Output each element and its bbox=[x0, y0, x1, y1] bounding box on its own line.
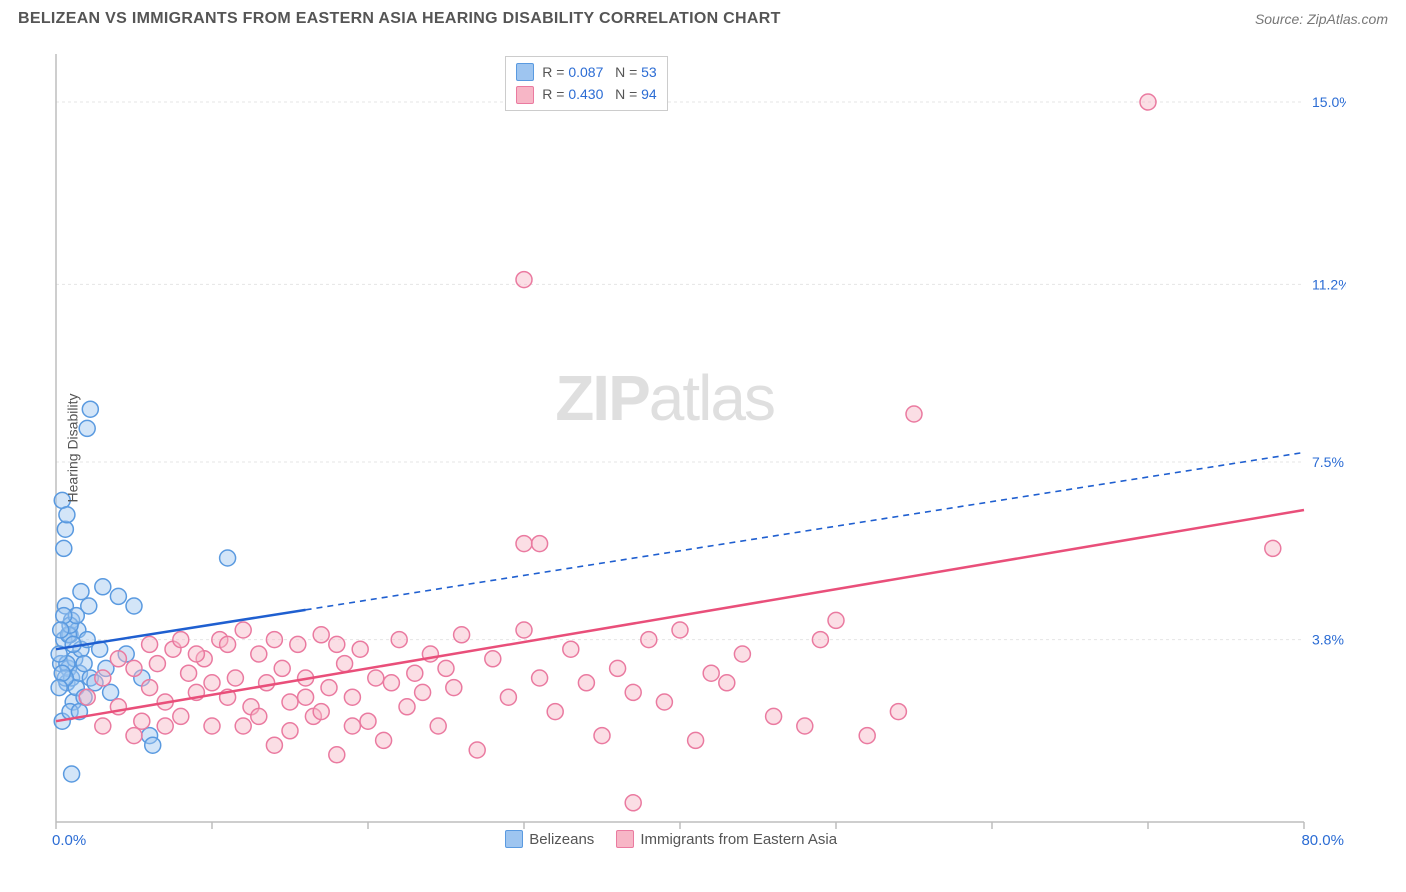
series-legend: Belizeans Immigrants from Eastern Asia bbox=[505, 830, 837, 848]
legend-swatch bbox=[516, 63, 534, 81]
svg-text:7.5%: 7.5% bbox=[1312, 454, 1344, 470]
chart-source: Source: ZipAtlas.com bbox=[1255, 11, 1388, 27]
chart-title: BELIZEAN VS IMMIGRANTS FROM EASTERN ASIA… bbox=[18, 10, 781, 28]
legend-row: R = 0.087 N = 53 bbox=[516, 61, 656, 83]
legend-item: Immigrants from Eastern Asia bbox=[616, 830, 837, 848]
svg-text:11.2%: 11.2% bbox=[1312, 276, 1346, 292]
legend-item: Belizeans bbox=[505, 830, 594, 848]
legend-swatch bbox=[516, 86, 534, 104]
chart-area: Hearing Disability 3.8%7.5%11.2%15.0% ZI… bbox=[50, 46, 1346, 850]
legend-stats: R = 0.087 N = 53 bbox=[542, 61, 656, 83]
x-axis-max-label: 80.0% bbox=[1301, 832, 1344, 849]
legend-row: R = 0.430 N = 94 bbox=[516, 83, 656, 105]
svg-text:3.8%: 3.8% bbox=[1312, 632, 1344, 648]
x-axis-min-label: 0.0% bbox=[52, 832, 86, 849]
correlation-legend: R = 0.087 N = 53R = 0.430 N = 94 bbox=[505, 56, 667, 111]
legend-swatch bbox=[505, 830, 523, 848]
source-name: ZipAtlas.com bbox=[1307, 11, 1388, 27]
scatter-chart: 3.8% 7.5% 11.2% 15.0% bbox=[50, 46, 1346, 850]
legend-swatch bbox=[616, 830, 634, 848]
legend-stats: R = 0.430 N = 94 bbox=[542, 83, 656, 105]
y-axis-label: Hearing Disability bbox=[64, 394, 80, 503]
source-prefix: Source: bbox=[1255, 11, 1307, 27]
chart-header: BELIZEAN VS IMMIGRANTS FROM EASTERN ASIA… bbox=[0, 0, 1406, 34]
svg-text:15.0%: 15.0% bbox=[1312, 94, 1346, 110]
